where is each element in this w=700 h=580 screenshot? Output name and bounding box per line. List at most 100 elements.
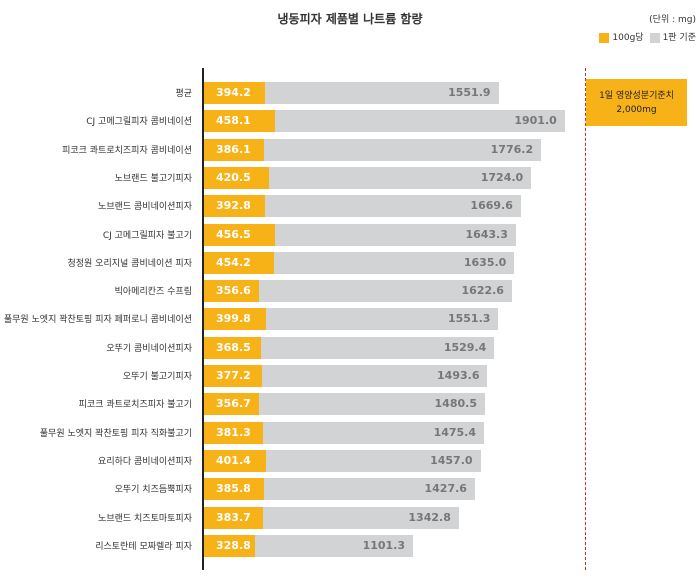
value-label-per-100g: 385.8	[216, 482, 251, 496]
category-label: 오뚜기 불고기피자	[122, 372, 192, 382]
legend-item-per100g: 100g당	[599, 30, 644, 43]
value-label-per-100g: 454.2	[216, 255, 251, 269]
bar-per-100g	[204, 336, 262, 359]
bar-per-pizza	[204, 506, 459, 529]
value-label-per-100g: 368.5	[216, 340, 251, 354]
value-label-per-pizza: 1342.8	[408, 510, 451, 524]
bar-per-pizza	[204, 195, 521, 218]
legend-item-perpizza: 1판 기준	[649, 30, 696, 43]
bar-row: CJ 고메그릴피자 불고기 456.5 1643.3	[0, 223, 700, 246]
value-label-per-pizza: 1901.0	[514, 114, 557, 128]
legend-swatch	[649, 32, 660, 43]
bar-per-pizza	[204, 421, 485, 444]
bar-per-pizza	[204, 223, 516, 246]
reference-line	[585, 68, 586, 570]
value-label-per-pizza: 1493.6	[437, 369, 480, 382]
value-label-per-100g: 420.5	[216, 170, 251, 184]
legend-swatch	[599, 32, 610, 43]
bar-row: 리스토란테 모짜렐라 피자 328.8 1101.3	[0, 534, 700, 557]
bar-per-100g	[204, 138, 264, 161]
value-label-per-100g: 401.4	[216, 453, 251, 467]
category-label: 노브랜드 콤비네이션피자	[98, 202, 192, 213]
bar-per-100g	[204, 393, 260, 416]
bar-per-100g	[204, 166, 270, 189]
reference-value: 2,000mg	[616, 104, 657, 115]
value-label-per-pizza: 1101.3	[362, 538, 406, 552]
bar-row: 빅아메리칸즈 수프림 356.6 1622.6	[0, 280, 700, 303]
bar-per-pizza	[204, 449, 481, 472]
value-label-per-pizza: 1669.6	[470, 199, 513, 213]
category-label: 오뚜기 치즈듬뿍피자	[114, 485, 192, 496]
value-label-per-pizza: 1427.6	[424, 482, 467, 496]
legend: 100g당 1판 기준	[599, 30, 696, 43]
bar-per-100g	[204, 506, 264, 529]
bar-row: 오뚜기 불고기피자 377.2 1493.6	[0, 365, 700, 387]
value-label-per-pizza: 1622.6	[461, 284, 504, 298]
value-label-per-pizza: 1457.0	[430, 453, 473, 467]
bar-per-pizza	[204, 138, 542, 161]
category-label: 평균	[175, 89, 192, 99]
bar-row: 요리하다 콤비네이션피자 401.4 1457.0	[0, 449, 700, 472]
bar-row: 피코크 콰트로치즈피자 콤비네이션 386.1 1776.2	[0, 138, 700, 161]
value-label-per-pizza: 1551.9	[448, 86, 491, 99]
bar-per-100g	[204, 534, 255, 557]
bar-per-100g	[204, 280, 260, 303]
y-axis-line	[202, 68, 204, 570]
value-label-per-100g: 377.2	[216, 369, 251, 382]
bar-row: 풀무원 노엣지 꽉찬토핑 피자 페퍼로니 콤비네이션 399.8 1551.3	[0, 308, 700, 331]
category-label: 빅아메리칸즈 수프림	[114, 287, 192, 298]
bar-per-pizza	[204, 534, 414, 557]
bar-per-100g	[204, 82, 266, 104]
legend-label: 1판 기준	[662, 33, 696, 43]
value-label-per-100g: 456.5	[216, 227, 251, 241]
bar-row: 노브랜드 치즈토마토피자 383.7 1342.8	[0, 506, 700, 529]
bar-per-100g	[204, 110, 275, 133]
category-label: 풀무원 노엣지 꽉찬토핑 피자 페퍼로니 콤비네이션	[3, 315, 192, 326]
bar-per-100g	[204, 308, 266, 331]
value-label-per-100g: 383.7	[216, 510, 251, 524]
category-label: 요리하다 콤비네이션피자	[98, 456, 192, 467]
value-label-per-100g: 399.8	[216, 312, 251, 326]
bar-per-100g	[204, 478, 264, 501]
value-label-per-100g: 458.1	[216, 114, 251, 128]
category-label: CJ 고메그릴피자 콤비네이션	[86, 117, 192, 128]
category-label: 노브랜드 불고기피자	[114, 173, 192, 184]
value-label-per-pizza: 1480.5	[434, 397, 477, 411]
bar-per-100g	[204, 251, 275, 274]
bar-per-pizza	[204, 82, 499, 104]
value-label-per-pizza: 1724.0	[480, 170, 524, 184]
bar-per-100g	[204, 421, 264, 444]
bar-per-pizza	[204, 336, 495, 359]
reference-box: 1일 영양성분기준치 2,000mg	[586, 79, 687, 126]
chart-title: 냉동피자 제품별 나트륨 함량	[277, 12, 423, 26]
bar-per-100g	[204, 365, 263, 387]
value-label-per-pizza: 1529.4	[443, 340, 487, 354]
bar-row: 노브랜드 불고기피자 420.5 1724.0	[0, 166, 700, 189]
category-label: 피코크 콰트로치즈피자 콤비네이션	[62, 145, 192, 156]
reference-label: 1일 영양성분기준치	[599, 90, 674, 101]
bar-per-pizza	[204, 393, 485, 416]
bar-per-pizza	[204, 365, 488, 387]
value-label-per-pizza: 1635.0	[463, 255, 507, 269]
value-label-per-100g: 394.2	[216, 86, 251, 99]
value-label-per-100g: 381.3	[216, 425, 251, 439]
bar-row: 평균 394.2 1551.9	[0, 82, 700, 104]
bar-per-100g	[204, 223, 275, 246]
value-label-per-100g: 386.1	[216, 142, 251, 156]
bar-per-pizza	[204, 280, 512, 303]
category-label: 청정원 오리지널 콤비네이션 피자	[67, 258, 192, 269]
bar-per-pizza	[204, 308, 499, 331]
bar-row: 오뚜기 치즈듬뿍피자 385.8 1427.6	[0, 478, 700, 501]
bar-per-pizza	[204, 478, 475, 501]
value-label-per-100g: 356.6	[216, 284, 251, 298]
bar-per-100g	[204, 195, 265, 218]
value-label-per-pizza: 1551.3	[447, 312, 491, 326]
bar-per-100g	[204, 449, 267, 472]
bar-row: 풀무원 노엣지 꽉찬토핑 피자 직화불고기 381.3 1475.4	[0, 421, 700, 444]
category-label: 오뚜기 콤비네이션피자	[106, 343, 192, 354]
category-label: 리스토란테 모짜렐라 피자	[95, 541, 192, 552]
bar-row: CJ 고메그릴피자 콤비네이션 458.1 1901.0	[0, 110, 700, 133]
value-label-per-pizza: 1776.2	[490, 142, 534, 156]
category-label: 풀무원 노엣지 꽉찬토핑 피자 직화불고기	[39, 428, 192, 439]
bar-row: 오뚜기 콤비네이션피자 368.5 1529.4	[0, 336, 700, 359]
